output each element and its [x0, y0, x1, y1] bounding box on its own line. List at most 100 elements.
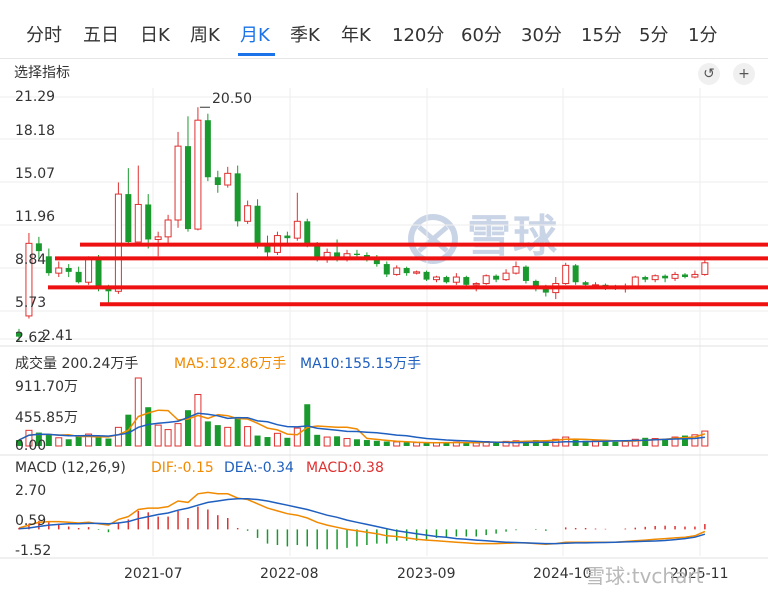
candle-body-up	[55, 267, 63, 274]
tab-120-min[interactable]: 120分	[392, 25, 445, 46]
candle-body-down	[145, 204, 152, 240]
tab-15-min[interactable]: 15分	[581, 25, 622, 46]
candle-body-up	[293, 220, 301, 239]
candle-body-down	[532, 280, 539, 288]
macd-axis-label: 0.59	[15, 513, 47, 529]
volume-bar-down	[284, 437, 291, 446]
tab-daily-k[interactable]: 日K	[140, 25, 170, 46]
volume-bar-up	[323, 436, 331, 447]
volume-ma10-line	[18, 412, 705, 444]
volume-bar-down	[65, 439, 72, 446]
volume-bar-down	[353, 439, 360, 446]
volume-axis-label: 0.00	[15, 438, 47, 454]
candle-body-down	[45, 256, 52, 274]
candle-body-up	[174, 145, 182, 221]
volume-bar-down	[363, 440, 370, 446]
candle-body-up	[512, 266, 520, 274]
macd-dif-line	[18, 491, 706, 546]
candle-body-down	[65, 267, 72, 272]
volume-bar-up	[671, 436, 679, 447]
volume-bar-down	[314, 434, 321, 446]
tab-weekly-k[interactable]: 周K	[190, 25, 220, 46]
volume-bar-down	[572, 439, 579, 446]
candle-body-down	[264, 245, 271, 253]
candle-body-up	[432, 276, 440, 281]
volume-bar-down	[542, 440, 549, 446]
macd-axis-label: 2.70	[15, 483, 47, 499]
volume-bar-down	[145, 407, 152, 446]
volume-bar-up	[393, 441, 401, 447]
candle-body-down	[373, 258, 380, 265]
volume-bar-down	[304, 404, 311, 446]
volume-bar-up	[651, 438, 659, 447]
macd-dea-line	[18, 498, 706, 545]
candle-body-down	[423, 271, 430, 280]
date-label: 2021-07	[124, 566, 183, 582]
volume-bar-up	[244, 426, 252, 447]
period-tab-bar: 分时 五日 日K 周K 月K 季K 年K 120分 60分 30分 15分 5分…	[0, 0, 768, 59]
tab-yearly-k[interactable]: 年K	[341, 25, 371, 46]
volume-ma5-label: MA5:192.86万手	[174, 356, 287, 372]
volume-bar-up	[174, 423, 182, 447]
tab-quarterly-k[interactable]: 季K	[290, 25, 320, 46]
volume-bar-down	[214, 425, 221, 446]
candle-body-up	[452, 276, 460, 283]
price-axis-label: 18.18	[15, 123, 56, 139]
volume-bar-up	[25, 429, 33, 447]
volume-bar-down	[612, 441, 619, 446]
candle-body-down	[16, 332, 22, 337]
candle-body-down	[642, 277, 649, 280]
candle-body-up	[701, 262, 709, 275]
tab-60-min[interactable]: 60分	[461, 25, 502, 46]
tab-five-day[interactable]: 五日	[83, 25, 119, 46]
tab-monthly-k[interactable]: 月K	[240, 25, 270, 46]
candle-body-down	[572, 265, 579, 283]
volume-bar-down	[582, 440, 589, 446]
tab-5-min[interactable]: 5分	[639, 25, 669, 46]
candle-body-down	[234, 173, 241, 222]
volume-title: 成交量 200.24万手	[15, 356, 139, 372]
volume-bar-down	[443, 442, 450, 446]
watermark-text: 雪球	[467, 211, 559, 262]
tab-intraday[interactable]: 分时	[26, 25, 62, 46]
select-indicator-button[interactable]: 选择指标	[14, 65, 70, 81]
candle-body-up	[671, 273, 679, 279]
volume-bar-up	[512, 440, 520, 447]
candle-body-down	[443, 277, 450, 283]
volume-ma10-label: MA10:155.15万手	[300, 356, 422, 372]
candle-body-down	[284, 235, 291, 239]
candle-body-up	[164, 219, 172, 238]
candle-body-up	[651, 275, 659, 281]
candle-body-up	[413, 271, 421, 274]
volume-bar-down	[254, 435, 261, 446]
macd-axis-label: -1.52	[15, 543, 52, 559]
volume-bar-down	[105, 438, 112, 446]
undo-icon[interactable]: ↺	[698, 63, 720, 85]
candle-body-up	[85, 258, 93, 283]
volume-bar-down	[75, 436, 82, 446]
candle-body-down	[35, 243, 42, 252]
volume-ma5-line	[18, 409, 706, 444]
candle-body-down	[681, 274, 688, 278]
volume-bar-up	[224, 426, 232, 447]
volume-bar-down	[35, 432, 42, 446]
volume-bar-down	[95, 437, 102, 446]
volume-bar-down	[493, 441, 500, 446]
candle-body-down	[582, 282, 589, 285]
candle-body-down	[493, 275, 500, 280]
volume-bar-down	[234, 416, 241, 446]
volume-bar-down	[642, 437, 649, 446]
volume-bar-up	[293, 427, 301, 447]
volume-bar-up	[621, 440, 629, 447]
active-tab-underline	[238, 53, 275, 56]
tab-30-min[interactable]: 30分	[521, 25, 562, 46]
candle-body-down	[105, 288, 112, 292]
plus-icon[interactable]: +	[733, 63, 755, 85]
volume-bar-down	[602, 441, 609, 446]
volume-bar-up	[472, 442, 480, 447]
tab-1-min[interactable]: 1分	[688, 25, 718, 46]
candle-body-down	[204, 120, 211, 178]
candle-body-down	[184, 146, 191, 230]
candle-body-down	[353, 253, 360, 256]
